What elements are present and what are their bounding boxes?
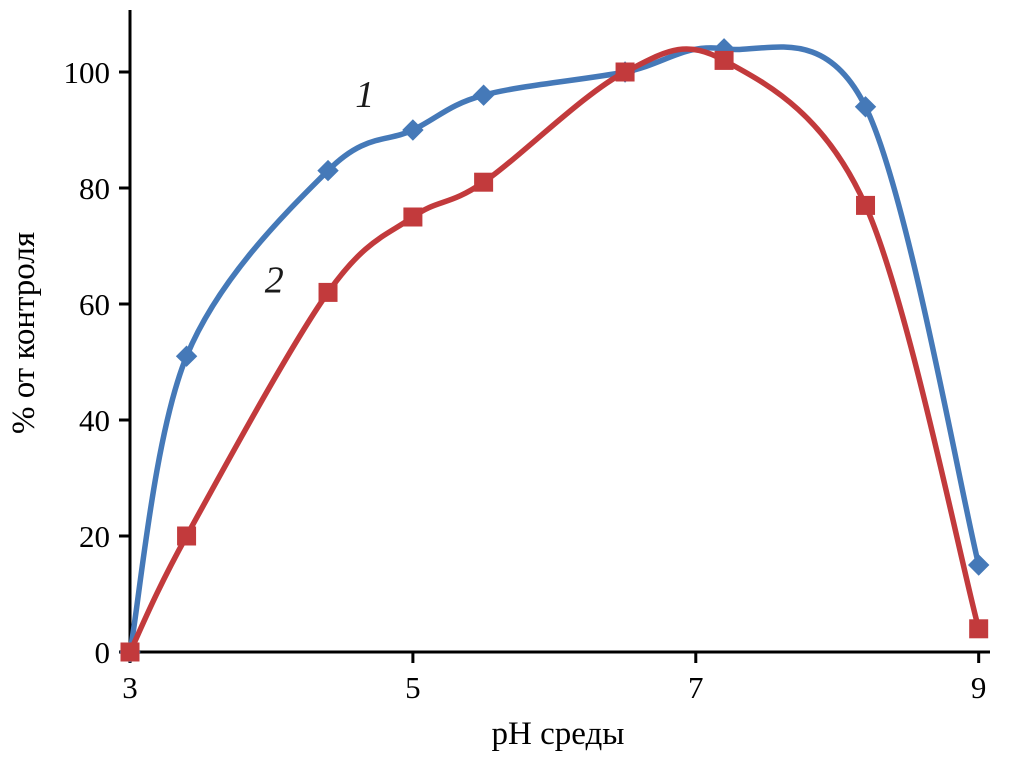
x-tick-label: 9: [971, 670, 987, 705]
series-2-marker-square: [120, 642, 140, 662]
x-tick-label: 3: [122, 670, 138, 705]
y-tick-label: 20: [79, 519, 110, 554]
series-2-marker-square: [714, 50, 734, 70]
x-tick-label: 5: [405, 670, 421, 705]
series-2-marker-square: [318, 282, 338, 302]
chart-generated-layer: 3 5 7 9 0 20 40 60 80 100 1 2: [64, 10, 990, 705]
y-tick-label: 60: [79, 287, 110, 322]
series-2-marker-square: [177, 526, 197, 546]
series-1-marker-diamond: [317, 159, 339, 182]
y-tick-label: 0: [95, 635, 111, 670]
series-1-line: [127, 44, 982, 655]
x-tick-label: 7: [688, 670, 704, 705]
x-axis-title: pH среды: [492, 716, 625, 752]
series-2-marker-square: [615, 62, 635, 82]
series-1-marker-diamond: [402, 119, 424, 141]
series-2-label: 2: [265, 259, 284, 301]
series-1-marker-diamond: [472, 84, 495, 106]
series-1-marker-diamond: [967, 554, 990, 576]
series-1-marker-diamond: [854, 96, 877, 118]
y-axis-title: % от контроля: [6, 232, 42, 434]
y-tick-label: 80: [79, 171, 110, 206]
series-2-marker-square: [474, 172, 494, 192]
series-1-marker-diamond: [175, 345, 198, 367]
y-tick-label: 40: [79, 403, 110, 438]
series-2-marker-square: [403, 207, 423, 227]
series-2-marker-square: [856, 195, 876, 215]
series-1-label: 1: [355, 74, 374, 116]
series-2-marker-square: [969, 619, 989, 639]
series-2-line: [127, 46, 982, 655]
y-tick-label: 100: [64, 55, 111, 90]
